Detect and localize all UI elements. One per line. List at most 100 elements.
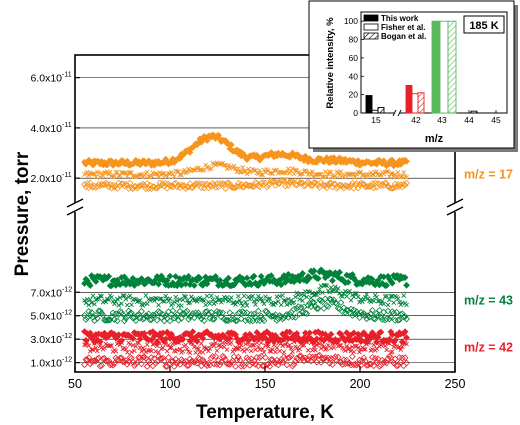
inset-y-tick-label: 60 xyxy=(349,53,359,63)
data-point xyxy=(123,346,129,352)
data-point xyxy=(344,294,350,299)
data-point xyxy=(90,293,96,299)
data-point xyxy=(273,300,278,306)
axis-break-gap xyxy=(447,203,463,212)
data-point xyxy=(306,329,314,337)
data-point xyxy=(97,174,103,180)
data-point xyxy=(311,344,317,349)
data-point xyxy=(247,310,255,318)
data-point xyxy=(217,358,225,366)
data-series xyxy=(81,295,410,325)
axis-break-slash xyxy=(66,206,84,216)
data-point xyxy=(257,352,265,360)
data-point xyxy=(248,348,254,354)
data-point xyxy=(162,312,170,319)
data-point xyxy=(93,182,101,190)
data-point xyxy=(124,350,130,355)
data-point xyxy=(111,359,118,367)
data-point xyxy=(136,298,141,304)
data-series xyxy=(81,131,410,170)
data-point xyxy=(262,354,269,361)
data-point xyxy=(165,180,172,188)
data-point xyxy=(349,312,356,319)
data-point xyxy=(392,341,398,346)
data-point xyxy=(152,184,160,192)
data-point xyxy=(314,352,322,360)
data-point xyxy=(388,293,394,299)
data-point xyxy=(344,343,350,349)
data-point xyxy=(160,298,166,304)
data-point xyxy=(82,356,90,364)
data-point xyxy=(196,165,201,171)
data-point xyxy=(224,295,230,300)
data-point xyxy=(181,167,187,173)
data-point xyxy=(380,339,385,345)
data-point xyxy=(199,297,204,302)
data-point xyxy=(170,172,176,177)
data-point xyxy=(313,347,318,353)
data-point xyxy=(213,180,221,187)
data-point xyxy=(324,303,332,310)
data-point xyxy=(264,360,272,368)
data-point xyxy=(122,293,127,298)
data-series xyxy=(82,338,409,355)
data-point xyxy=(343,329,351,337)
data-point xyxy=(174,298,180,304)
data-point xyxy=(386,315,393,323)
data-point xyxy=(160,345,166,351)
data-point xyxy=(129,302,134,308)
data-point xyxy=(393,183,400,191)
data-point xyxy=(384,355,392,362)
data-point xyxy=(93,314,101,322)
y-tick-exponent: -11 xyxy=(62,172,72,179)
data-point xyxy=(132,348,137,354)
data-point xyxy=(153,338,161,346)
data-point xyxy=(344,278,352,286)
data-point xyxy=(170,341,176,347)
x-tick-label: 100 xyxy=(160,377,181,391)
data-point xyxy=(249,183,257,190)
data-point xyxy=(209,315,217,323)
data-point xyxy=(261,349,267,355)
data-point xyxy=(377,328,385,336)
data-point xyxy=(222,185,229,192)
data-point xyxy=(395,170,401,175)
data-point xyxy=(183,342,188,348)
data-point xyxy=(293,294,298,300)
data-point xyxy=(237,298,243,303)
data-point xyxy=(365,340,371,346)
data-point xyxy=(148,316,155,323)
data-point xyxy=(355,345,361,351)
y-tick-exponent: -12 xyxy=(62,310,72,317)
data-point xyxy=(220,297,226,303)
data-point xyxy=(190,282,198,289)
data-point xyxy=(144,342,150,348)
data-point xyxy=(201,298,207,304)
data-point xyxy=(117,342,123,348)
data-point xyxy=(291,299,297,305)
data-point xyxy=(328,170,334,175)
data-point xyxy=(362,295,368,300)
data-point xyxy=(115,331,123,339)
data-point xyxy=(202,308,209,316)
data-point xyxy=(128,309,135,317)
data-point xyxy=(109,294,114,300)
data-point xyxy=(352,174,358,180)
data-point xyxy=(95,307,103,315)
data-point xyxy=(371,342,377,348)
data-point xyxy=(157,170,163,175)
data-point xyxy=(307,338,312,343)
inset-temperature-box: 185 K xyxy=(463,15,505,34)
data-point xyxy=(191,344,197,350)
data-point xyxy=(176,184,184,191)
data-point xyxy=(370,362,378,370)
data-point xyxy=(362,346,368,352)
data-point xyxy=(403,158,410,165)
data-point xyxy=(89,300,94,306)
data-point xyxy=(145,310,152,318)
data-point xyxy=(310,355,318,362)
data-point xyxy=(342,289,348,294)
data-point xyxy=(311,303,319,310)
data-point xyxy=(253,317,261,324)
